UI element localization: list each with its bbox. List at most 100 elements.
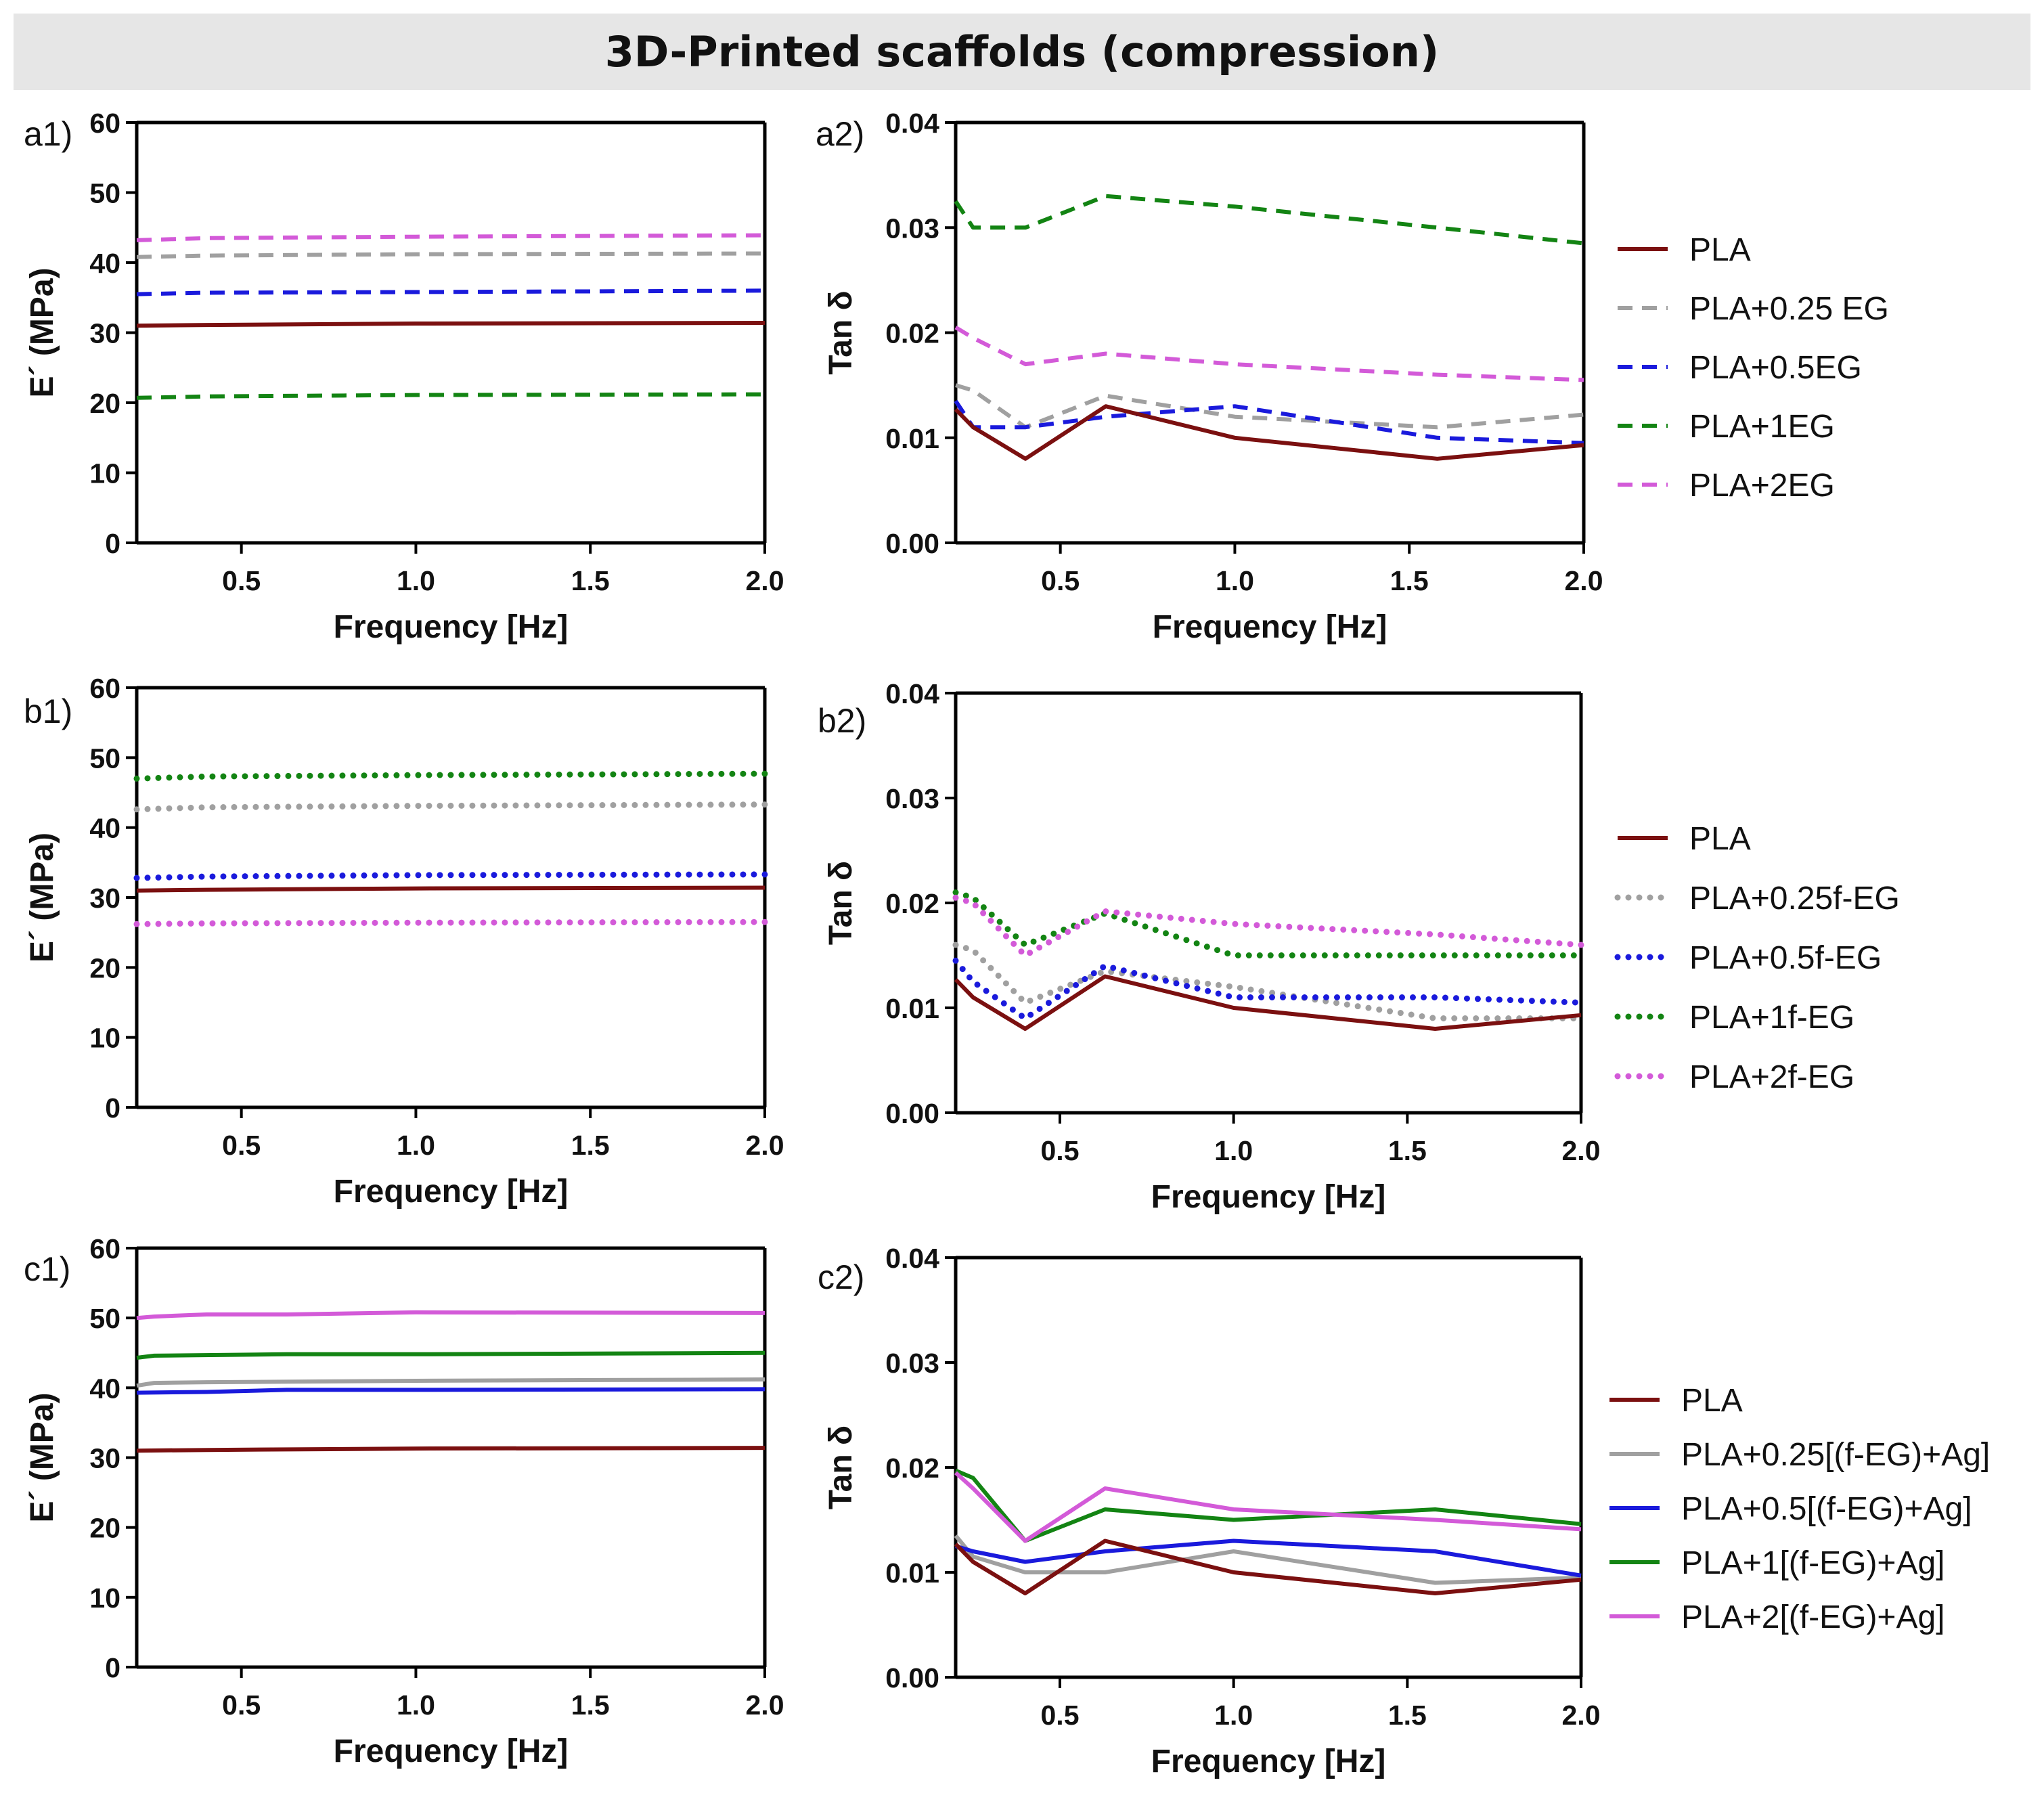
y-tick-label: 0.00 bbox=[885, 1098, 939, 1129]
x-axis-title: Frequency [Hz] bbox=[1151, 1179, 1386, 1215]
series-line-pla-0-25f-eg bbox=[952, 942, 1584, 1021]
legend-label: PLA+0.25[(f-EG)+Ag] bbox=[1681, 1437, 1990, 1473]
y-tick-label: 10 bbox=[89, 1582, 120, 1614]
chart-a2: a2) 0.00 0.01 0.02 0.03 0.04 0.5 1.0 1.5 2.0 Frequ… bbox=[816, 108, 1889, 645]
y-tick-label: 0.03 bbox=[885, 213, 939, 244]
series-line-pla-0-25-f-eg-ag bbox=[954, 1534, 1582, 1585]
series-line-pla-0-25-eg bbox=[136, 251, 765, 259]
x-tick-label: 2.0 bbox=[1562, 1135, 1601, 1166]
series-line-pla-0-5eg bbox=[136, 288, 765, 296]
y-tick-label: 0.01 bbox=[885, 993, 939, 1024]
legend: PLA PLA+0.25 EG PLA+0.5EG PLA+1EG PLA+2EG bbox=[1618, 232, 1889, 504]
y-tick-label: 0.01 bbox=[885, 423, 939, 454]
panel-label: c2) bbox=[818, 1258, 864, 1296]
x-axis-title: Frequency [Hz] bbox=[1153, 609, 1387, 645]
panel-label: b2) bbox=[818, 702, 866, 740]
series-line-pla-0-5f-eg bbox=[952, 957, 1584, 1021]
x-tick-label: 0.5 bbox=[1041, 1700, 1080, 1731]
series-line-pla bbox=[954, 1539, 1582, 1595]
y-tick-label: 30 bbox=[89, 318, 120, 349]
x-tick-label: 1.5 bbox=[571, 1130, 610, 1161]
x-tick-label: 0.5 bbox=[222, 1130, 261, 1161]
panel-label: b1) bbox=[24, 692, 72, 730]
y-tick-label: 10 bbox=[89, 1023, 120, 1054]
y-tick-label: 20 bbox=[89, 1513, 120, 1544]
x-tick-label: 2.0 bbox=[1562, 1700, 1601, 1731]
y-tick-label: 60 bbox=[89, 1233, 120, 1264]
y-axis-title: E´ (MPa) bbox=[24, 1393, 60, 1523]
legend: PLA PLA+0.25[(f-EG)+Ag] PLA+0.5[(f-EG)+Ag]… bbox=[1609, 1383, 1990, 1635]
y-tick-label: 0.02 bbox=[885, 1453, 939, 1484]
y-axis-title: E´ (MPa) bbox=[24, 268, 60, 398]
legend-label: PLA+2EG bbox=[1689, 468, 1835, 504]
legend-label: PLA+1EG bbox=[1689, 409, 1835, 445]
x-tick-label: 1.5 bbox=[1388, 1135, 1427, 1166]
y-tick-label: 0.04 bbox=[885, 678, 939, 709]
y-axis-title: Tan δ bbox=[823, 861, 859, 945]
series-line-pla-2-f-eg-ag bbox=[954, 1471, 1582, 1543]
y-tick-label: 50 bbox=[89, 1303, 120, 1334]
y-tick-label: 10 bbox=[89, 458, 120, 489]
series-line-pla-1eg bbox=[954, 194, 1584, 246]
chart-b2: b2) 0.00 0.01 0.02 0.03 0.04 0.5 1.0 1.5 2.0 Frequ… bbox=[818, 678, 1900, 1215]
figure-title: 3D-Printed scaffolds (compression) bbox=[605, 27, 1439, 76]
chart-b1: b1) 0 10 20 30 40 50 60 0.5 1.0 1.5 2.0 Frequency [H… bbox=[24, 673, 784, 1210]
series-line-pla-0-5-f-eg-ag bbox=[136, 1387, 765, 1395]
x-tick-label: 0.5 bbox=[222, 1689, 261, 1721]
series-line-pla-1-f-eg-ag bbox=[136, 1350, 765, 1360]
series-line-pla-2eg bbox=[136, 233, 765, 242]
y-tick-label: 20 bbox=[89, 952, 120, 983]
y-tick-label: 60 bbox=[89, 108, 120, 139]
legend-label: PLA bbox=[1689, 821, 1751, 857]
x-tick-label: 2.0 bbox=[1565, 565, 1603, 596]
y-axis-title: Tan δ bbox=[823, 1425, 859, 1509]
title-banner bbox=[14, 14, 2030, 90]
legend-label: PLA+0.5EG bbox=[1689, 350, 1862, 386]
x-tick-label: 1.5 bbox=[1390, 565, 1429, 596]
series-line-pla-2f-eg bbox=[133, 918, 768, 927]
x-tick-label: 1.0 bbox=[1214, 1135, 1253, 1166]
legend: PLA PLA+0.25f-EG PLA+0.5f-EG PLA+1f-EG PLA+2… bbox=[1614, 821, 1900, 1095]
x-tick-label: 1.0 bbox=[397, 565, 435, 596]
x-axis-title: Frequency [Hz] bbox=[1151, 1744, 1386, 1779]
panels: a1) 0 10 20 30 40 50 60 0.5 1.0 1.5 2.0 Frequency [H… bbox=[24, 108, 1990, 1779]
x-tick-label: 1.5 bbox=[571, 1689, 610, 1721]
x-tick-label: 1.0 bbox=[397, 1689, 435, 1721]
y-tick-label: 40 bbox=[89, 248, 120, 279]
y-tick-label: 0.03 bbox=[885, 1348, 939, 1379]
y-tick-label: 0.02 bbox=[885, 888, 939, 919]
y-tick-label: 20 bbox=[89, 388, 120, 419]
x-tick-label: 1.5 bbox=[1388, 1700, 1427, 1731]
legend-label: PLA+0.25 EG bbox=[1689, 291, 1889, 327]
y-tick-label: 0.03 bbox=[885, 783, 939, 814]
series-line-pla-0-5eg bbox=[954, 399, 1584, 445]
y-tick-label: 0 bbox=[105, 1092, 120, 1124]
chart-a1: a1) 0 10 20 30 40 50 60 0.5 1.0 1.5 2.0 Frequency [H… bbox=[24, 108, 784, 645]
chart-c2: c2) 0.00 0.01 0.02 0.03 0.04 0.5 1.0 1.5 2.0 Frequ… bbox=[818, 1243, 1990, 1779]
x-axis-title: Frequency [Hz] bbox=[334, 1174, 569, 1210]
legend-label: PLA+0.25f-EG bbox=[1689, 881, 1900, 916]
series-line-pla bbox=[136, 885, 765, 893]
y-tick-label: 30 bbox=[89, 1443, 120, 1474]
legend-label: PLA bbox=[1681, 1383, 1743, 1419]
series-line-pla bbox=[954, 404, 1584, 461]
y-tick-label: 50 bbox=[89, 743, 120, 774]
y-tick-label: 0.02 bbox=[885, 318, 939, 349]
legend-label: PLA+0.5[(f-EG)+Ag] bbox=[1681, 1491, 1972, 1527]
x-tick-label: 1.5 bbox=[571, 565, 610, 596]
legend-label: PLA bbox=[1689, 232, 1751, 268]
y-axis-title: Tan δ bbox=[823, 290, 859, 374]
series-line-pla-0-25-eg bbox=[955, 383, 1584, 430]
series-line-pla-2-f-eg-ag bbox=[136, 1310, 765, 1321]
legend-label: PLA+1[(f-EG)+Ag] bbox=[1681, 1545, 1945, 1581]
y-tick-label: 0 bbox=[105, 528, 120, 559]
series-line-pla-2f-eg bbox=[952, 894, 1584, 958]
panel-label: a2) bbox=[816, 115, 864, 153]
x-axis-title: Frequency [Hz] bbox=[334, 609, 569, 645]
x-tick-label: 0.5 bbox=[1041, 565, 1080, 596]
x-tick-label: 0.5 bbox=[1041, 1135, 1080, 1166]
y-tick-label: 40 bbox=[89, 1373, 120, 1404]
y-tick-label: 30 bbox=[89, 883, 120, 914]
series-line-pla-1-f-eg-ag bbox=[954, 1468, 1582, 1543]
